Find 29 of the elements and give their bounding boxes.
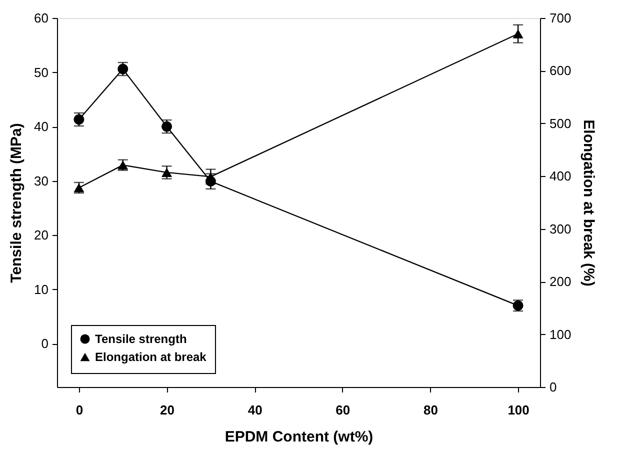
point [205,176,216,187]
y2-tick-label: 500 [550,116,572,131]
x-tick-label: 80 [423,402,438,418]
y-tick-label: 60 [34,10,48,26]
point [512,29,524,38]
y2-tick-label: 0 [550,380,557,394]
x-tick-label: 20 [160,402,175,418]
legend-label: Tensile strength [95,332,187,346]
y2-tick-label: 600 [550,63,572,78]
y2-tick-label: 200 [550,274,572,290]
y-tick-label: 30 [34,173,48,188]
y2-tick-label: 100 [550,326,572,342]
y2-tick-label: 400 [550,168,572,184]
y-axis-title: Tensile strength (MPa) [8,123,26,283]
y-tick-label: 0 [41,336,48,352]
x-tick-label: 100 [508,402,530,418]
point [162,168,172,177]
x-tick-label: 40 [248,402,262,418]
y2-axis-title: Elongation at break (%) [580,120,598,286]
y-tick-label: 40 [34,119,48,134]
x-tick-label: 60 [336,402,350,418]
y-tick-label: 50 [34,64,48,80]
y2-tick-label: 300 [550,221,572,236]
x-tick-label: 0 [76,402,84,418]
x-axis-title: EPDM Content (wt%) [224,428,374,446]
y2-tick-label: 700 [550,10,572,26]
y-tick-label: 10 [34,282,48,297]
y-tick-label: 20 [34,228,48,243]
legend-label: Elongation at break [95,350,207,364]
